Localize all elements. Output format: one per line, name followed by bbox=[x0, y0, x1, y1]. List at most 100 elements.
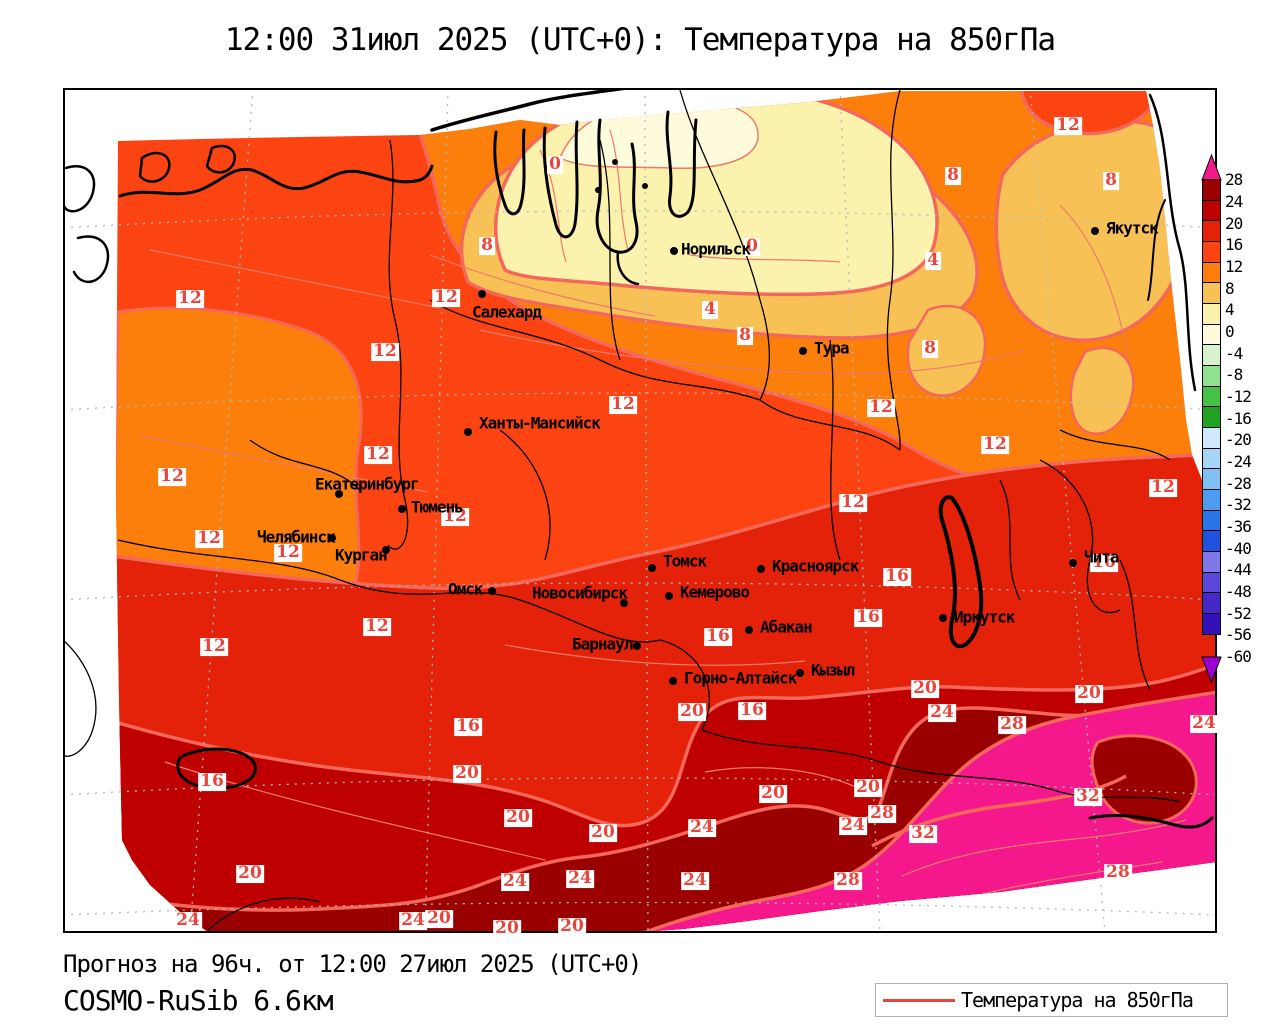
contour-label: 12 bbox=[1149, 477, 1177, 498]
colorbar-segment bbox=[1202, 179, 1221, 201]
colorbar-segment bbox=[1202, 468, 1221, 491]
contour-label: 16 bbox=[738, 700, 766, 721]
contour-label: 20 bbox=[558, 916, 586, 937]
contour-label: 24 bbox=[174, 910, 202, 931]
colorbar-segment bbox=[1202, 551, 1221, 573]
contour-label: 24 bbox=[688, 817, 716, 838]
city-label: Курган bbox=[335, 545, 388, 565]
city-label: Чита bbox=[1084, 547, 1120, 567]
contour-label: 20 bbox=[236, 863, 264, 884]
contour-label: 12 bbox=[839, 492, 867, 513]
colorbar-segment bbox=[1202, 323, 1221, 346]
city-label: Ханты-Мансийск bbox=[479, 413, 601, 433]
colorbar-tick: 8 bbox=[1225, 278, 1235, 298]
city-dot bbox=[939, 614, 947, 622]
contour-label: 12 bbox=[867, 397, 895, 418]
contour-label: 12 bbox=[432, 287, 460, 308]
forecast-info: Прогноз на 96ч. от 12:00 27июл 2025 (UTC… bbox=[63, 950, 642, 978]
colorbar-tick: -28 bbox=[1225, 473, 1252, 493]
city-dot bbox=[620, 599, 628, 607]
contour-label: 24 bbox=[501, 871, 529, 892]
contour-label: 12 bbox=[274, 542, 302, 563]
contour-label: 4 bbox=[925, 250, 941, 271]
colorbar-segment bbox=[1202, 489, 1221, 511]
colorbar-tick: -12 bbox=[1225, 387, 1252, 407]
lake-baikal bbox=[938, 495, 984, 649]
colorbar-tick: -32 bbox=[1225, 495, 1252, 515]
contour-label: 8 bbox=[1103, 170, 1119, 191]
city-label: Тюмень bbox=[411, 497, 464, 517]
legend-label: Температура на 850гПа bbox=[961, 988, 1194, 1012]
city-dot bbox=[669, 677, 677, 685]
contour-label: 28 bbox=[834, 870, 862, 891]
contour-label: 24 bbox=[839, 815, 867, 836]
contour-label: 8 bbox=[945, 165, 961, 186]
city-dot bbox=[398, 505, 406, 513]
city-dot bbox=[488, 587, 496, 595]
colorbar bbox=[1202, 179, 1221, 635]
colorbar-segment bbox=[1202, 427, 1221, 449]
contour-label: 12 bbox=[981, 434, 1009, 455]
city-dot bbox=[745, 626, 753, 634]
contour-label: 16 bbox=[854, 607, 882, 628]
contour-label: 0 bbox=[744, 236, 760, 257]
colorbar-segment bbox=[1202, 344, 1221, 367]
contour-label: 20 bbox=[425, 908, 453, 929]
contour-label: 12 bbox=[363, 616, 391, 637]
contour-label: 12 bbox=[176, 288, 204, 309]
city-label: Кемерово bbox=[680, 582, 750, 602]
contour-label: 12 bbox=[364, 444, 392, 465]
colorbar-segment bbox=[1202, 571, 1221, 594]
city-label: Барнаул bbox=[572, 634, 633, 654]
contour-label: 12 bbox=[441, 506, 469, 527]
colorbar-segment bbox=[1202, 385, 1221, 408]
map-title: 12:00 31июл 2025 (UTC+0): Температура на… bbox=[224, 22, 1056, 58]
contour-label: 12 bbox=[195, 528, 223, 549]
contour-label: 8 bbox=[479, 235, 495, 256]
contour-label: 20 bbox=[678, 701, 706, 722]
city-label: Новосибирск bbox=[532, 583, 628, 603]
contour-label: 20 bbox=[1075, 683, 1103, 704]
colorbar-segment bbox=[1202, 406, 1221, 429]
contour-label: 16 bbox=[883, 566, 911, 587]
contour-label: 20 bbox=[854, 777, 882, 798]
colorbar-tick: -56 bbox=[1225, 625, 1252, 645]
city-dot bbox=[633, 642, 641, 650]
city-dot bbox=[757, 565, 765, 573]
city-label: Норильск bbox=[681, 239, 751, 259]
city-label: Якутск bbox=[1106, 218, 1159, 238]
model-info: COSMO-RuSib 6.6км bbox=[63, 984, 334, 1017]
contour-label: 16 bbox=[198, 771, 226, 792]
colorbar-tick: 20 bbox=[1225, 213, 1243, 233]
contour-label: 24 bbox=[928, 702, 956, 723]
contour-label: 12 bbox=[609, 394, 637, 415]
contour-label: 20 bbox=[589, 822, 617, 843]
city-label: Кызыл bbox=[811, 660, 855, 680]
contour-label: 12 bbox=[1054, 115, 1082, 136]
contour-label: 16 bbox=[454, 716, 482, 737]
colorbar-arrow-down bbox=[1201, 656, 1222, 684]
colorbar-tick: -48 bbox=[1225, 582, 1252, 602]
contour-label: 8 bbox=[737, 325, 753, 346]
colorbar-segment bbox=[1202, 592, 1221, 615]
colorbar-segment bbox=[1202, 365, 1221, 387]
contour-label: 24 bbox=[1190, 713, 1218, 734]
contour-label: 0 bbox=[547, 154, 563, 175]
colorbar-segment bbox=[1202, 220, 1221, 243]
city-dot bbox=[328, 534, 336, 542]
colorbar-segment bbox=[1202, 261, 1221, 284]
contour-label: 12 bbox=[200, 636, 228, 657]
city-label: Салехард bbox=[472, 302, 542, 322]
colorbar-tick: 28 bbox=[1225, 170, 1243, 190]
colorbar-tick: -36 bbox=[1225, 517, 1252, 537]
colorbar-tick: -20 bbox=[1225, 430, 1252, 450]
city-dot bbox=[1091, 227, 1099, 235]
temperature-field bbox=[116, 91, 1216, 932]
colorbar-tick: -16 bbox=[1225, 408, 1252, 428]
contour-label: 4 bbox=[702, 299, 718, 320]
legend-line-sample bbox=[883, 998, 955, 1002]
contour-label: 16 bbox=[704, 626, 732, 647]
contour-label: 20 bbox=[453, 763, 481, 784]
city-label: Томск bbox=[663, 551, 707, 571]
